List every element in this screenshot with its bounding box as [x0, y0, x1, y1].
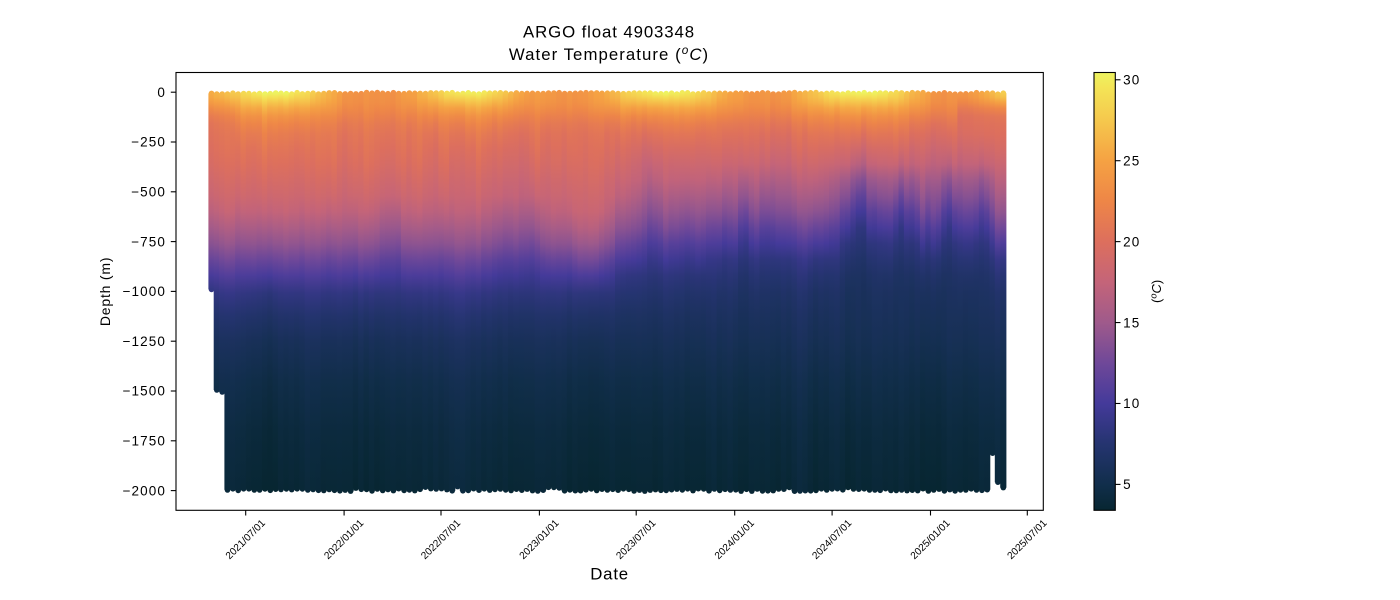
svg-text:10: 10: [1123, 396, 1140, 411]
svg-text:30: 30: [1123, 73, 1140, 88]
svg-text:−1250: −1250: [123, 334, 166, 349]
svg-text:25: 25: [1123, 153, 1140, 168]
svg-text:−1000: −1000: [123, 284, 166, 299]
svg-text:−500: −500: [131, 185, 166, 200]
svg-text:Date: Date: [590, 565, 629, 584]
svg-text:5: 5: [1123, 477, 1132, 492]
svg-text:ARGO float 4903348: ARGO float 4903348: [523, 23, 695, 42]
svg-text:(oC): (oC): [1149, 280, 1165, 303]
svg-text:20: 20: [1123, 234, 1140, 249]
svg-text:−1500: −1500: [123, 384, 166, 399]
svg-text:Water Temperature (oC): Water Temperature (oC): [509, 43, 709, 64]
svg-text:0: 0: [157, 85, 166, 100]
svg-text:Depth (m): Depth (m): [97, 257, 113, 326]
svg-text:−1750: −1750: [123, 434, 166, 449]
svg-text:−2000: −2000: [123, 483, 166, 498]
svg-text:15: 15: [1123, 315, 1140, 330]
svg-text:−750: −750: [131, 234, 166, 249]
svg-text:−250: −250: [131, 135, 166, 150]
